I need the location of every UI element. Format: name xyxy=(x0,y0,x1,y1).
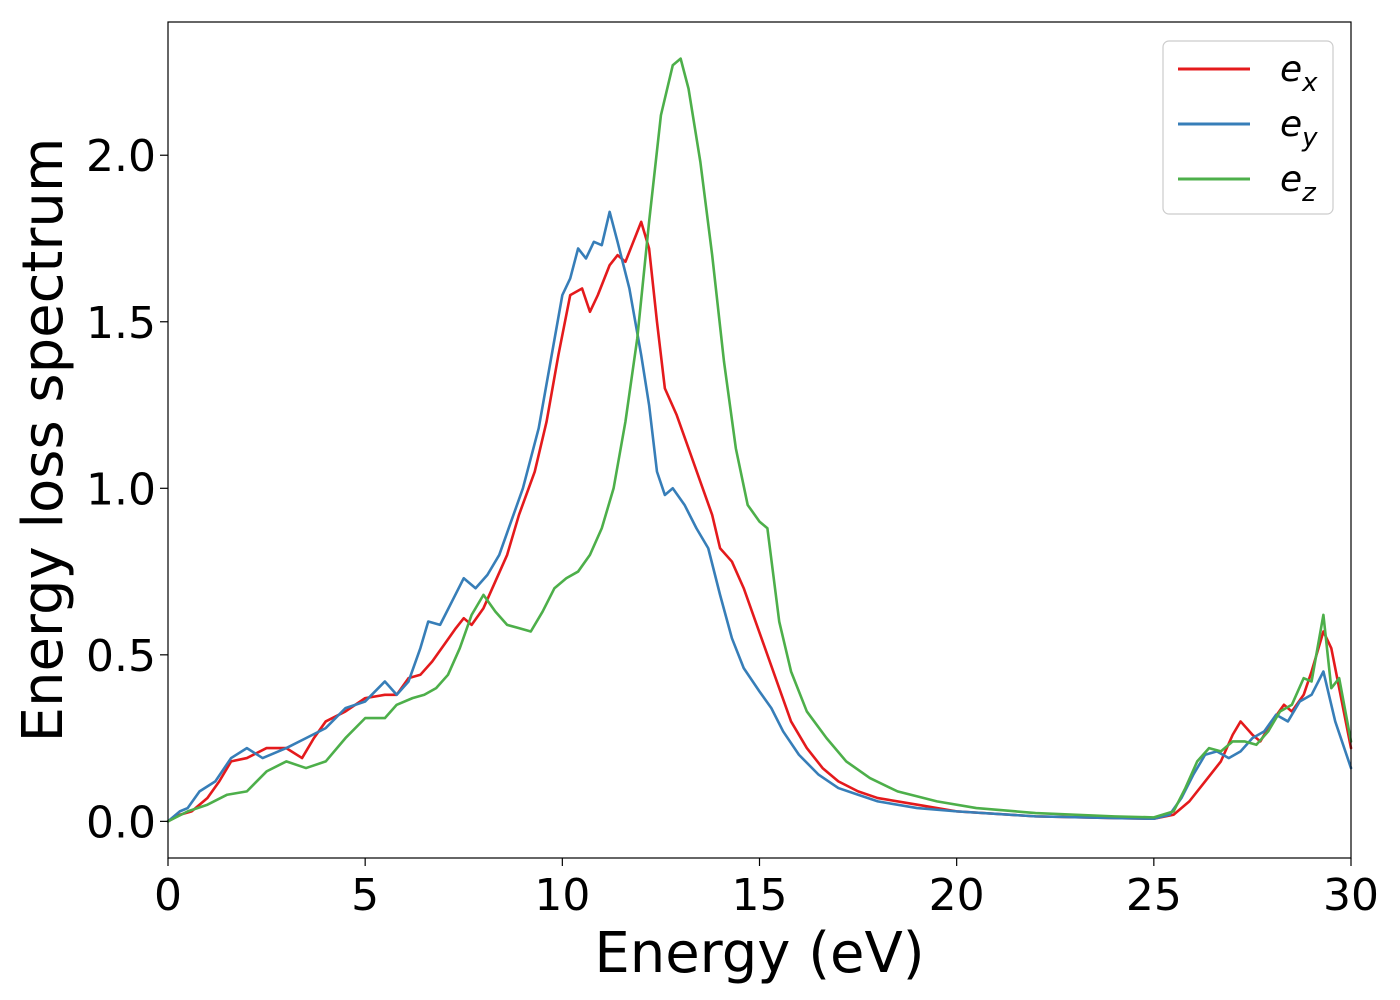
x-tick-label: 15 xyxy=(732,870,788,921)
x-ticks: 0 5 10 15 20 25 30 xyxy=(154,858,1379,921)
y-tick-label: 1.0 xyxy=(86,464,156,515)
legend: ex ey ez xyxy=(1162,40,1334,215)
y-axis-label: Energy loss spectrum xyxy=(11,138,76,743)
series-line-z xyxy=(166,57,1353,823)
x-tick-label: 30 xyxy=(1323,870,1379,921)
y-tick-label: 0.5 xyxy=(86,631,156,682)
y-tick-label: 0.0 xyxy=(86,797,156,848)
legend-label-y: ey xyxy=(1280,104,1318,153)
x-tick-label: 20 xyxy=(929,870,985,921)
y-ticks: 0.0 0.5 1.0 1.5 2.0 xyxy=(86,131,168,848)
series-layer xyxy=(166,57,1353,823)
series-line-y xyxy=(166,210,1353,823)
y-tick-label: 2.0 xyxy=(86,131,156,182)
x-tick-label: 10 xyxy=(534,870,590,921)
x-tick-label: 5 xyxy=(351,870,379,921)
x-tick-label: 0 xyxy=(154,870,182,921)
y-tick-label: 1.5 xyxy=(86,298,156,349)
legend-box xyxy=(1162,40,1334,215)
x-tick-label: 25 xyxy=(1126,870,1182,921)
legend-label-z: ez xyxy=(1280,159,1317,208)
legend-label-x: ex xyxy=(1280,49,1318,98)
x-axis-label: Energy (eV) xyxy=(594,921,924,986)
legend-entries: ex ey ez xyxy=(1178,49,1318,208)
